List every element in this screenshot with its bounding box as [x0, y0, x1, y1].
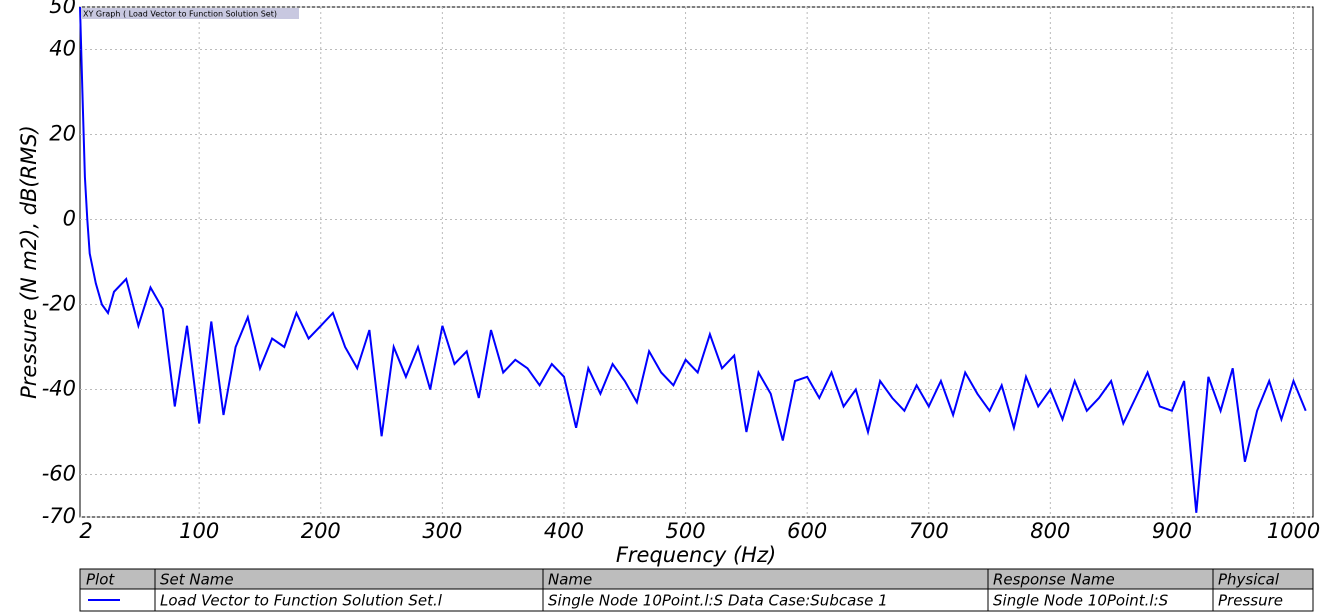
y-axis-label: Pressure (N m2), dB(RMS): [17, 125, 41, 399]
chart-title: XY Graph ( Load Vector to Function Solut…: [83, 10, 277, 19]
header-cell: Physical: [1218, 571, 1280, 589]
header-cell: Set Name: [160, 571, 234, 589]
y-tick-label: 50: [49, 0, 76, 18]
header-cell: Plot: [86, 571, 115, 589]
table-header: [79, 568, 1314, 590]
table-dividers: [154, 569, 1214, 611]
title-box: [81, 8, 299, 19]
legend-table: Plot Set Name Name Response Name Physica…: [79, 568, 1314, 612]
data-line: [79, 6, 1307, 513]
x-tick-label: 500: [666, 519, 706, 543]
x-tick-label: 800: [1030, 519, 1070, 543]
cell: Single Node 10Point.l:S: [993, 592, 1169, 610]
y-tick-label: -70: [42, 504, 76, 528]
y-tick-label: -60: [42, 462, 76, 486]
cell: Load Vector to Function Solution Set.l: [160, 592, 443, 610]
x-tick-label: 300: [422, 519, 462, 543]
x-tick-label: 700: [909, 519, 949, 543]
x-tick-label: 1000: [1267, 519, 1320, 543]
x-tick-label: 2: [79, 519, 92, 543]
y-tick-label: 20: [49, 122, 76, 146]
x-tick-label: 900: [1152, 519, 1192, 543]
y-tick-label: -20: [42, 292, 76, 316]
header-cell: Response Name: [993, 571, 1115, 589]
header-cell: Name: [548, 571, 592, 589]
table-row: [79, 588, 1314, 612]
cell: Pressure: [1218, 592, 1283, 610]
x-tick-label: 200: [301, 519, 341, 543]
plot-area: [79, 6, 1314, 518]
y-tick-label: 0: [63, 207, 76, 231]
x-tick-label: 600: [787, 519, 827, 543]
cell: Single Node 10Point.l:S Data Case:Subcas…: [548, 592, 888, 610]
x-tick-label: 400: [544, 519, 584, 543]
lines: [79, 6, 1307, 513]
y-tick-label: -40: [42, 377, 76, 401]
grid: [80, 6, 1313, 518]
x-axis-label: Frequency (Hz): [616, 543, 776, 567]
y-tick-label: 40: [49, 37, 76, 61]
x-tick-label: 100: [179, 519, 219, 543]
